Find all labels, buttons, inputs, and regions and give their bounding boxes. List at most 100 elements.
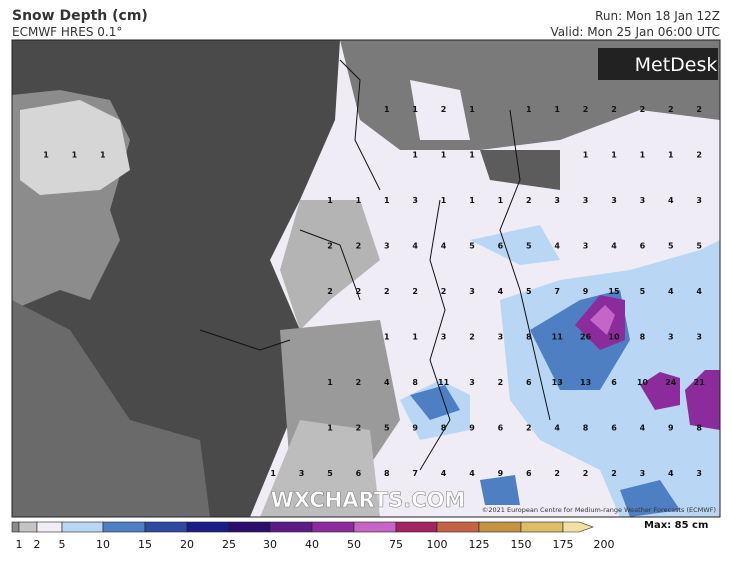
grid-value: 5 — [668, 242, 674, 251]
grid-value: 3 — [696, 469, 702, 478]
grid-value: 3 — [640, 196, 646, 205]
watermark: WXCHARTS.COM — [271, 488, 466, 512]
valid: Valid: Mon 25 Jan 06:00 UTC — [551, 25, 720, 39]
legend-swatch — [353, 521, 397, 533]
legend-swatch — [520, 521, 564, 533]
grid-value: 2 — [356, 378, 362, 387]
grid-value: 3 — [469, 378, 475, 387]
logo: MetDesk — [635, 54, 718, 76]
grid-value: 10 — [608, 333, 620, 342]
grid-value: 1 — [469, 196, 475, 205]
grid-value: 3 — [384, 242, 390, 251]
grid-value: 3 — [441, 333, 447, 342]
grid-value: 2 — [441, 287, 447, 296]
title: Snow Depth (cm) — [12, 8, 148, 24]
grid-value: 4 — [412, 242, 418, 251]
legend-swatch — [478, 521, 522, 533]
grid-value: 6 — [526, 469, 532, 478]
grid-value: 2 — [356, 287, 362, 296]
grid-value: 1 — [43, 151, 49, 160]
grid-value: 26 — [580, 333, 592, 342]
grid-value: 4 — [554, 242, 560, 251]
grid-value: 1 — [412, 105, 418, 114]
grid-value: 1 — [72, 151, 78, 160]
legend-swatch — [61, 521, 104, 533]
grid-value: 2 — [327, 242, 333, 251]
grid-value: 1 — [412, 333, 418, 342]
legend-tick-label: 40 — [305, 538, 319, 551]
legend-tick-label: 30 — [263, 538, 277, 551]
grid-value: 9 — [668, 424, 674, 433]
grid-value: 2 — [498, 378, 504, 387]
grid-value: 1 — [526, 105, 532, 114]
grid-value: 2 — [696, 151, 702, 160]
legend-tick-label: 5 — [59, 538, 66, 551]
grid-value: 5 — [526, 242, 532, 251]
copyright: ©2021 European Centre for Medium-range W… — [482, 506, 716, 514]
legend-tick-label: 150 — [511, 538, 532, 551]
grid-value: 1 — [668, 151, 674, 160]
grid-value: 3 — [498, 333, 504, 342]
grid-value: 1 — [356, 196, 362, 205]
grid-value: 4 — [441, 242, 447, 251]
grid-value: 3 — [583, 242, 589, 251]
legend-tick-label: 10 — [96, 538, 110, 551]
grid-value: 8 — [640, 333, 646, 342]
legend-swatch — [562, 521, 594, 533]
map: 1 1 2 1 1 1 2 2 2 2 21 1 1 1 1 1 1 1 1 1 21 1 1 3 1 1 1 2 3 3 3 3 4 32 2 3 4… — [11, 39, 721, 518]
grid-value: 3 — [412, 196, 418, 205]
run: Run: Mon 18 Jan 12Z — [595, 9, 720, 23]
grid-value: 4 — [498, 287, 504, 296]
grid-value: 7 — [412, 469, 418, 478]
grid-value: 8 — [384, 469, 390, 478]
grid-value: 5 — [696, 242, 702, 251]
grid-value: 2 — [327, 287, 333, 296]
grid-value: 6 — [526, 378, 532, 387]
grid-value: 9 — [498, 469, 504, 478]
grid-value: 1 — [327, 196, 333, 205]
legend-swatch — [395, 521, 438, 533]
grid-value: 6 — [640, 242, 646, 251]
grid-value: 2 — [441, 105, 447, 114]
grid-value: 6 — [498, 424, 504, 433]
grid-value: 8 — [583, 424, 589, 433]
legend-tick-label: 100 — [427, 538, 448, 551]
grid-value: 13 — [580, 378, 591, 387]
grid-value: 1 — [469, 151, 475, 160]
grid-value: 4 — [611, 242, 617, 251]
grid-value: 2 — [611, 105, 617, 114]
legend-swatch — [36, 521, 63, 533]
grid-value: 5 — [640, 287, 646, 296]
legend-tick-label: 15 — [138, 538, 152, 551]
grid-value: 9 — [469, 424, 475, 433]
grid-value: 9 — [583, 287, 589, 296]
grid-value: 5 — [327, 469, 333, 478]
grid-value: 21 — [694, 378, 706, 387]
grid-value: 2 — [696, 105, 702, 114]
grid-value: 15 — [608, 287, 620, 296]
grid-value: 1 — [384, 196, 390, 205]
logo-box — [598, 48, 718, 80]
grid-value: 2 — [640, 105, 646, 114]
value-grid: 1 1 2 1 1 1 2 2 2 2 21 1 1 1 1 1 1 1 1 1 21 1 1 3 1 1 1 2 3 3 3 3 4 32 2 3 4… — [43, 105, 705, 478]
grid-value: 8 — [526, 333, 532, 342]
legend-max: Max: 85 cm — [644, 520, 708, 531]
grid-value: 2 — [469, 333, 475, 342]
legend-tick-label: 1 — [16, 538, 23, 551]
grid-value: 2 — [384, 287, 390, 296]
grid-value: 11 — [438, 378, 450, 387]
grid-value: 1 — [469, 105, 475, 114]
legend-tick-label: 25 — [222, 538, 236, 551]
grid-value: 6 — [611, 378, 617, 387]
grid-value: 2 — [356, 242, 362, 251]
grid-value: 5 — [384, 424, 390, 433]
grid-value: 1 — [611, 151, 617, 160]
legend-swatch — [228, 521, 271, 533]
grid-value: 6 — [498, 242, 504, 251]
grid-value: 2 — [412, 287, 418, 296]
legend-tick-label: 2 — [34, 538, 41, 551]
legend-swatch — [18, 521, 38, 533]
grid-value: 2 — [611, 469, 617, 478]
legend-swatch — [186, 521, 230, 533]
